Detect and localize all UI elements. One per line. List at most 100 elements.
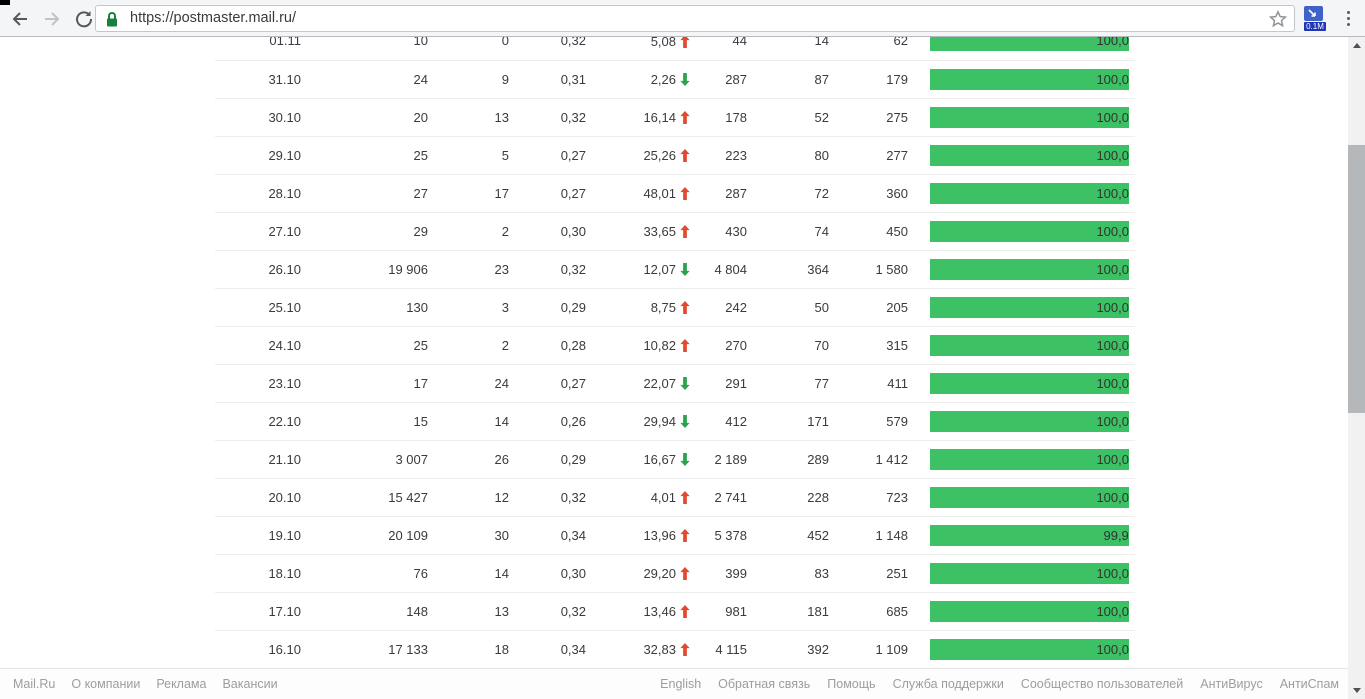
footer-link-left-3[interactable]: Вакансии (222, 677, 278, 691)
table-row: 31.10 24 9 0,31 2,26 287 87 179 100,0 (215, 60, 1135, 98)
trend-cell: 29,20 (586, 554, 690, 592)
value-cell: 0,29 (560, 451, 586, 467)
trend-cell: 13,46 (586, 592, 690, 630)
bookmark-star-icon[interactable] (1268, 9, 1288, 33)
trend-down-icon (680, 377, 690, 391)
value-cell: 44 (732, 37, 747, 49)
bar-fill: 100,0 (930, 372, 1129, 394)
browser-menu-button[interactable] (1341, 8, 1355, 28)
footer-link-left-0[interactable]: Mail.Ru (13, 677, 56, 691)
value-cell: 24 (413, 71, 428, 87)
trend-up-icon (680, 529, 690, 543)
value-cell: 1 148 (875, 527, 908, 543)
footer-right-links: English Обратная связь Помощь Служба поддер… (660, 677, 1339, 691)
value-cell: 13 (494, 109, 509, 125)
bar-fill: 99,9 (930, 524, 1129, 546)
scroll-down-button[interactable] (1348, 682, 1365, 699)
forward-button[interactable] (40, 7, 64, 31)
trend-up-icon (680, 643, 690, 657)
statistics-table: 01.11 10 0 0,32 5,08 44 14 62 100,0 31.1… (215, 37, 1135, 669)
table-row: 28.10 27 17 0,27 48,01 287 72 360 100,0 (215, 174, 1135, 212)
footer-link-right-1[interactable]: Обратная связь (718, 677, 811, 691)
address-bar[interactable]: https://postmaster.mail.ru/ (95, 5, 1295, 32)
trend-down-icon (680, 415, 690, 429)
footer-link-left-1[interactable]: О компании (71, 677, 141, 691)
value-cell: 430 (725, 223, 747, 239)
bar-fill: 100,0 (930, 448, 1129, 470)
value-cell: 251 (886, 565, 908, 581)
bar-fill: 100,0 (930, 144, 1129, 166)
value-cell: 181 (807, 603, 829, 619)
value-cell: 19 906 (388, 261, 428, 277)
delivery-bar-cell: 100,0 (908, 440, 1135, 478)
value-cell: 315 (886, 337, 908, 353)
table-row: 26.10 19 906 23 0,32 12,07 4 804 364 1 5… (215, 250, 1135, 288)
footer-link-right-0[interactable]: English (660, 677, 702, 691)
value-cell: 80 (814, 147, 829, 163)
value-cell: 685 (886, 603, 908, 619)
value-cell: 228 (807, 489, 829, 505)
value-cell: 3 007 (395, 451, 428, 467)
bar-fill: 100,0 (930, 486, 1129, 508)
value-cell: 0,27 (560, 375, 586, 391)
trend-up-icon (680, 567, 690, 581)
footer-link-left-2[interactable]: Реклама (156, 677, 207, 691)
trend-cell: 5,08 (586, 37, 690, 60)
value-cell: 4 804 (714, 261, 747, 277)
bar-fill: 100,0 (930, 562, 1129, 584)
url-text[interactable]: https://postmaster.mail.ru/ (130, 10, 297, 26)
value-cell: 9 (501, 71, 509, 87)
footer-link-right-3[interactable]: Служба поддержки (892, 677, 1004, 691)
menu-dot (1346, 22, 1350, 26)
delivery-bar-cell: 100,0 (908, 37, 1135, 60)
value-cell: 87 (814, 71, 829, 87)
menu-dot (1346, 10, 1350, 14)
bar-track: 100,0 (930, 106, 1129, 128)
https-lock-icon[interactable] (105, 11, 119, 33)
bar-fill: 100,0 (930, 220, 1129, 242)
trend-cell: 2,26 (586, 60, 690, 98)
value-cell: 0,32 (560, 37, 586, 49)
bar-track: 99,9 (930, 524, 1129, 546)
value-cell: 223 (725, 147, 747, 163)
bar-fill: 100,0 (930, 258, 1129, 280)
footer-link-right-5[interactable]: АнтиВирус (1200, 677, 1263, 691)
screen-corner-artifact (0, 0, 10, 5)
date-cell: 25.10 (268, 299, 301, 315)
trend-cell: 25,26 (586, 136, 690, 174)
value-cell: 25 (413, 337, 428, 353)
trend-cell: 4,01 (586, 478, 690, 516)
table-row: 24.10 25 2 0,28 10,82 270 70 315 100,0 (215, 326, 1135, 364)
trend-up-icon (680, 339, 690, 353)
value-cell: 72 (814, 185, 829, 201)
footer-link-right-6[interactable]: АнтиСпам (1279, 677, 1339, 691)
back-button[interactable] (8, 7, 32, 31)
extension-button[interactable]: 0.1M (1304, 6, 1326, 32)
bar-track: 100,0 (930, 448, 1129, 470)
bar-track: 100,0 (930, 486, 1129, 508)
value-cell: 412 (725, 413, 747, 429)
value-cell: 452 (807, 527, 829, 543)
vertical-scrollbar[interactable] (1348, 37, 1365, 699)
value-cell: 14 (494, 565, 509, 581)
reload-button[interactable] (72, 7, 96, 31)
value-cell: 392 (807, 641, 829, 657)
bar-track: 100,0 (930, 372, 1129, 394)
scrollbar-thumb[interactable] (1348, 145, 1365, 413)
footer-link-right-4[interactable]: Сообщество пользователей (1020, 677, 1184, 691)
back-arrow-icon (12, 12, 27, 26)
value-cell: 15 427 (388, 489, 428, 505)
value-cell: 74 (814, 223, 829, 239)
value-cell: 242 (725, 299, 747, 315)
bar-track: 100,0 (930, 562, 1129, 584)
delivery-bar-cell: 100,0 (908, 250, 1135, 288)
table-row: 25.10 130 3 0,29 8,75 242 50 205 100,0 (215, 288, 1135, 326)
value-cell: 289 (807, 451, 829, 467)
footer-link-right-2[interactable]: Помощь (827, 677, 876, 691)
trend-up-icon (680, 37, 690, 48)
scroll-up-button[interactable] (1348, 37, 1365, 54)
value-cell: 0,29 (560, 299, 586, 315)
value-cell: 178 (725, 109, 747, 125)
date-cell: 26.10 (268, 261, 301, 277)
table-row: 22.10 15 14 0,26 29,94 412 171 579 100,0 (215, 402, 1135, 440)
